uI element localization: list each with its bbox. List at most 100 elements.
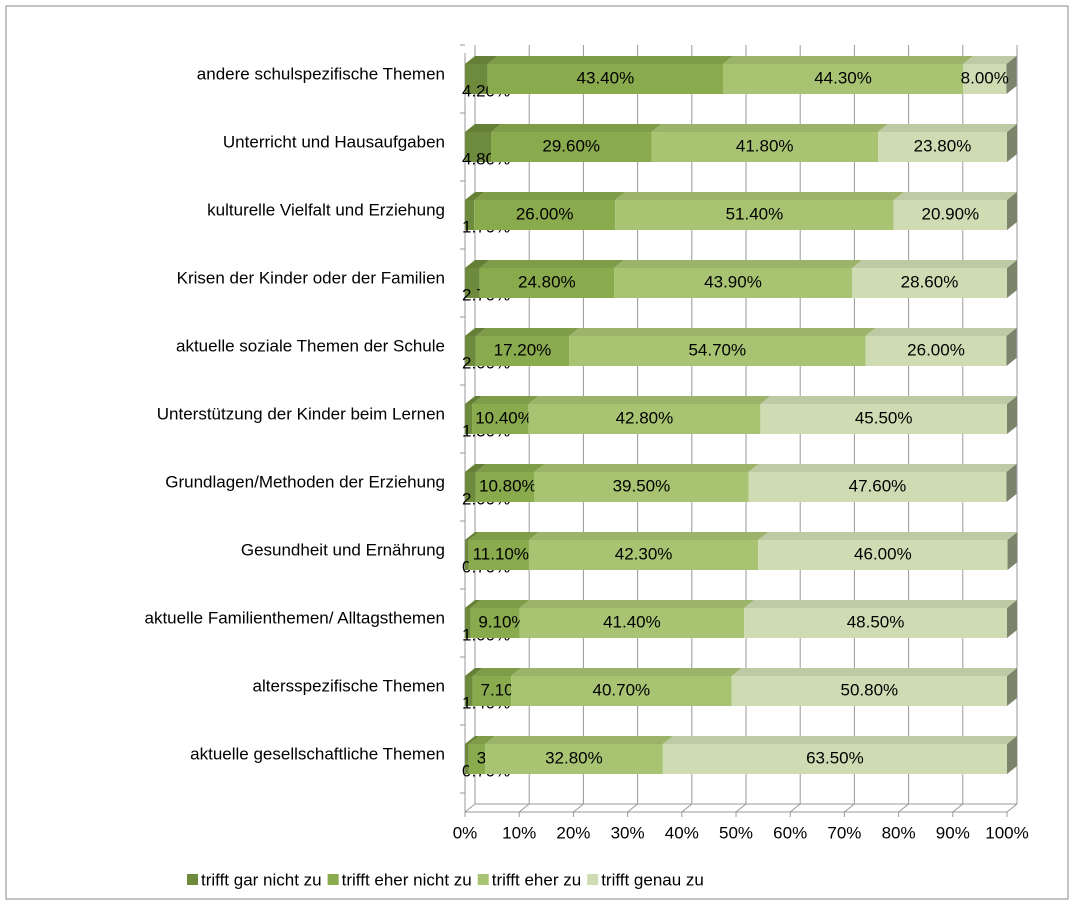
bar-top [465,124,502,132]
bar-top [465,464,486,472]
bar [465,608,471,638]
bar-top [470,600,530,608]
bar-top [744,600,1017,608]
data-label: 46.00% [854,544,912,563]
grid-line-floor [681,803,693,813]
data-label: 44.30% [814,68,872,87]
data-label: 20.90% [922,204,980,223]
grid-line-floor [464,803,476,813]
legend-swatch [477,874,489,885]
bar [472,404,529,434]
data-label: 47.60% [849,476,907,495]
category-label: aktuelle soziale Themen der Schule [176,336,445,355]
category-label: Krisen der Kinder oder der Familien [177,268,445,287]
bar-side [1006,464,1017,502]
grid-line-floor [789,803,801,813]
x-tick-label: 80% [882,823,916,842]
category-label: Unterricht und Hausaufgaben [223,132,445,151]
bar-side [1007,668,1017,706]
bar-top [487,56,733,64]
bar [487,64,723,94]
bar [472,676,512,706]
bar [479,268,615,298]
bar-top [468,532,539,540]
bar [465,472,476,502]
bar [760,404,1007,434]
bar [475,472,535,502]
bar-top [491,124,662,132]
bar-top [722,56,974,64]
bar-side [1007,600,1017,638]
data-label: 41.80% [736,136,794,155]
x-tick-label: 90% [936,823,970,842]
bar [758,540,1008,570]
x-tick-label: 60% [773,823,807,842]
bar-side [1007,396,1017,434]
bar-top [519,600,755,608]
x-tick-label: 30% [611,823,645,842]
bar-top [528,396,771,404]
bar-top [614,260,862,268]
data-label: 43.90% [704,272,762,291]
bar-top [963,56,1017,64]
bar-side [1007,532,1018,570]
bar-top [465,56,498,64]
data-label: 39.50% [613,476,671,495]
bar [465,336,476,366]
bar-top [472,668,522,676]
bar [748,472,1007,502]
bar [470,608,520,638]
bar [534,472,749,502]
bar-top [662,736,1017,744]
bar [465,540,469,570]
grid-line-floor [735,803,747,813]
grid-line-floor [898,803,909,813]
bar [662,744,1007,774]
bar [474,200,616,230]
bar-top [615,192,904,200]
bar-side [1007,192,1017,230]
data-label: 54.70% [688,340,746,359]
data-label: 10.80% [479,476,537,495]
bar [569,336,866,366]
data-label: 41.40% [603,612,661,631]
legend-swatch [587,874,599,885]
bar [465,200,475,230]
bar [465,676,473,706]
bar-top [465,260,490,268]
data-label: 23.80% [914,136,972,155]
legend-label: trifft genau zu [601,870,704,889]
category-label: aktuelle gesellschaftliche Themen [190,744,445,763]
bar-top [878,124,1017,132]
bar [851,268,1007,298]
bar [878,132,1007,162]
data-label: 10.40% [475,408,533,427]
bar [511,676,732,706]
category-label: Unterstützung der Kinder beim Lernen [157,404,445,423]
bar [465,64,488,94]
legend-swatch [187,874,198,885]
bar-top [511,668,742,676]
bar-top [465,532,479,540]
bar-top [465,192,485,200]
bar [722,64,964,94]
bar-top [731,668,1017,676]
bar-side [1006,328,1017,366]
bar-side [1007,124,1017,162]
bar [465,268,480,298]
bar [485,744,663,774]
bar-top [758,532,1018,540]
bar [468,540,529,570]
bar [475,336,570,366]
bar [615,200,894,230]
bar-top [528,532,769,540]
x-tick-label: 0% [453,823,478,842]
category-label: altersspezifische Themen [253,676,445,695]
bar [744,608,1007,638]
data-label: 51.40% [726,204,784,223]
x-tick-label: 10% [502,823,536,842]
data-label: 11.10% [473,544,529,563]
bar-top [475,328,580,336]
bar-top [748,464,1017,472]
